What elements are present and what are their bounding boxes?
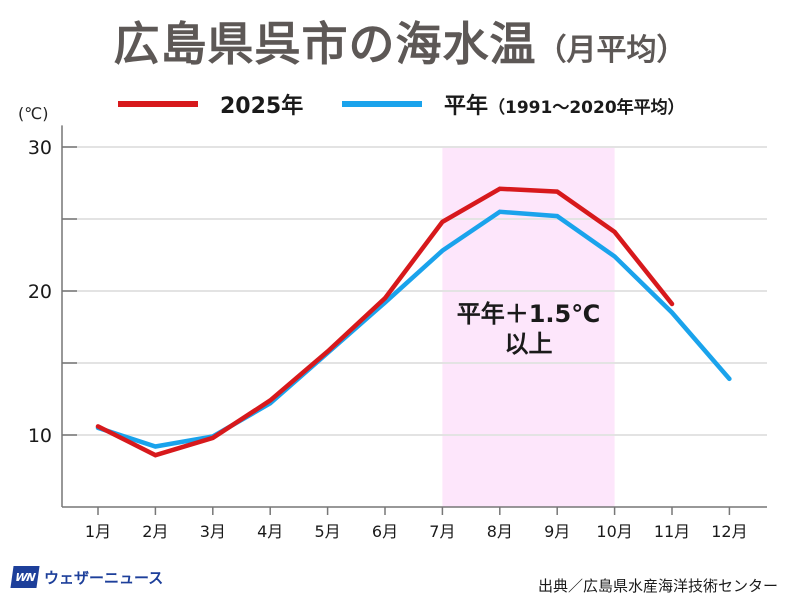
source-credit: 出典／広島県水産海洋技術センター [537,577,778,595]
x-tick-label-12: 12月 [711,522,747,541]
legend-swatch-normal [342,101,422,107]
x-tick-label-3: 3月 [200,522,226,541]
legend-swatch-2025 [118,101,198,107]
axes: 10 20 30 1月 2月 3月 4月 5月 6月 7月 8月 9月 10月 11月 12月 [28,125,767,541]
logo-name: ウェザーニュース [44,568,164,587]
wn-logo-icon: WN [10,566,40,588]
y-tick-label-20: 20 [28,281,52,303]
x-tick-label-10: 10月 [596,522,632,541]
series-line-normal [95,209,732,449]
legend-label-2025: 2025年 [220,94,304,119]
weathernews-logo: WN ウェザーニュース [10,566,164,588]
legend-item-normal: 平年（1991～2020年平均） [342,88,685,120]
legend: 2025年 平年（1991～2020年平均） [0,88,800,122]
x-tick-label-5: 5月 [315,522,341,541]
x-tick-label-2: 2月 [142,522,168,541]
chart-title-main: 広島県呉市の海水温 [113,17,537,71]
x-tick-label-4: 4月 [257,522,283,541]
x-tick-label-9: 9月 [544,522,570,541]
legend-item-2025: 2025年 [118,88,303,120]
highlight-label-line2: 以上 [505,330,553,358]
x-tick-label-7: 7月 [429,522,455,541]
y-axis-unit: (℃) [18,104,49,123]
chart-title: 広島県呉市の海水温（月平均） [0,8,800,74]
y-tick-label-10: 10 [28,425,52,447]
highlight-label-line1: 平年＋1.5℃ [457,300,601,328]
x-tick-label-1: 1月 [85,522,111,541]
chart-subtitle: （月平均） [536,33,687,68]
x-tick-label-8: 8月 [487,522,513,541]
legend-label-normal-main: 平年 [444,94,489,119]
series-lines [95,186,732,458]
x-tick-label-6: 6月 [372,522,398,541]
legend-label-normal: 平年（1991～2020年平均） [444,88,685,120]
y-tick-label-30: 30 [28,137,52,159]
x-tick-label-11: 11月 [654,522,690,541]
legend-label-normal-paren: （1991～2020年平均） [488,98,685,118]
